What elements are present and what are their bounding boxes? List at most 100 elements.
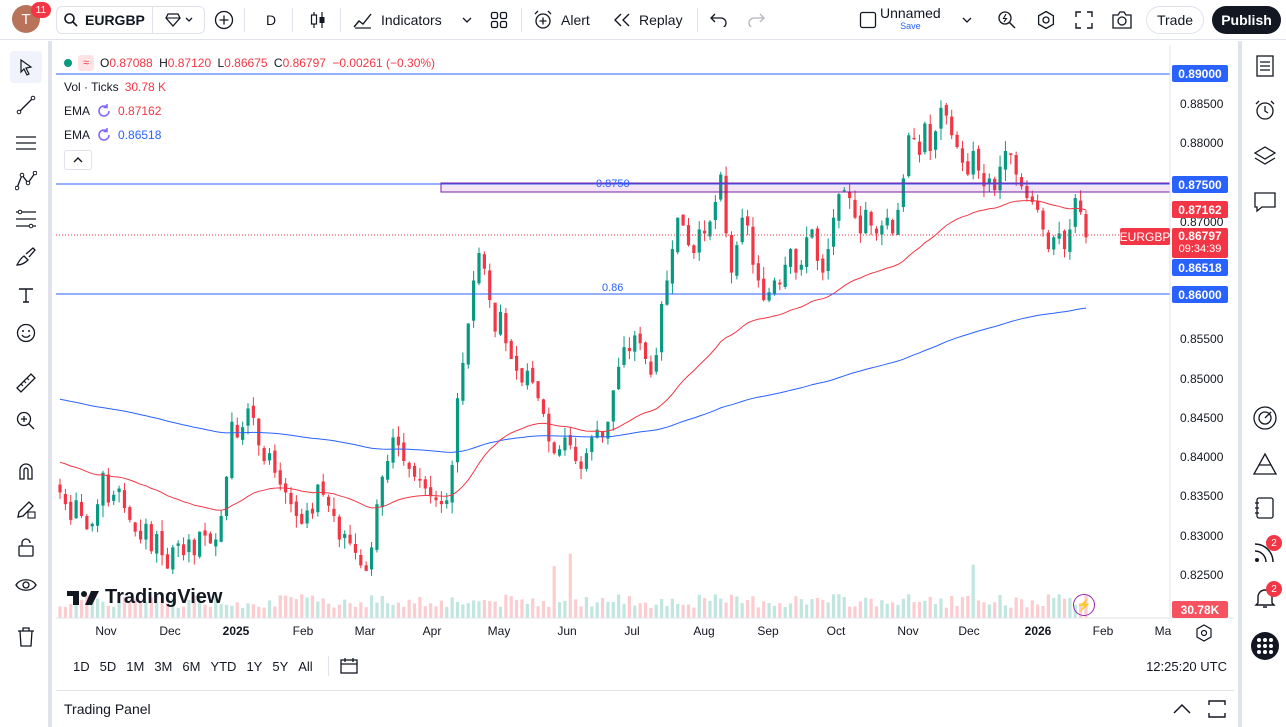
candle-body bbox=[912, 137, 916, 140]
chat-button[interactable] bbox=[1248, 185, 1282, 219]
layouts-button[interactable] bbox=[486, 6, 512, 34]
notification-badge: 11 bbox=[31, 2, 51, 18]
fib-icon bbox=[16, 209, 36, 229]
settings-button[interactable] bbox=[1034, 6, 1058, 34]
fullscreen-button[interactable] bbox=[1072, 6, 1096, 34]
candle-body bbox=[289, 492, 293, 505]
volume-bar bbox=[348, 603, 352, 618]
notifications-button[interactable]: 2 bbox=[1248, 581, 1282, 615]
axis-settings-icon[interactable] bbox=[1195, 624, 1213, 642]
timeframe-button[interactable]: 5D bbox=[99, 658, 117, 674]
magnet-tool[interactable] bbox=[10, 455, 42, 487]
chevron-up-icon[interactable] bbox=[1172, 703, 1192, 715]
lightning-icon[interactable]: ⚡ bbox=[1073, 594, 1095, 616]
timeframe-button[interactable]: YTD bbox=[210, 658, 237, 674]
legend-volume-row[interactable]: Vol · Ticks 30.78 K bbox=[64, 75, 435, 99]
news-stream-button[interactable]: 2 bbox=[1248, 535, 1282, 569]
timeframe-button[interactable]: 1D bbox=[73, 658, 90, 674]
trade-button[interactable]: Trade bbox=[1146, 6, 1204, 34]
timeframe-button[interactable]: 1M bbox=[126, 658, 145, 674]
candle-body bbox=[579, 461, 583, 469]
volume-bar bbox=[891, 602, 895, 618]
volume-bar bbox=[708, 600, 712, 618]
symbol-search[interactable]: EURGBP bbox=[56, 6, 153, 34]
horizontal-lines-tool[interactable] bbox=[10, 127, 42, 159]
candle-body bbox=[547, 413, 551, 442]
chart-type-button[interactable] bbox=[305, 6, 331, 34]
utc-clock[interactable]: 12:25:20 UTC bbox=[1146, 658, 1227, 674]
quick-search-button[interactable] bbox=[995, 6, 1019, 34]
layout-menu-button[interactable] bbox=[960, 6, 974, 34]
trend-line-tool[interactable] bbox=[10, 89, 42, 121]
timeframe-button[interactable]: 6M bbox=[182, 658, 201, 674]
publish-button[interactable]: Publish bbox=[1212, 6, 1281, 34]
trading-panel-title[interactable]: Trading Panel bbox=[64, 701, 151, 717]
volume-bar bbox=[848, 606, 852, 618]
price-chart[interactable]: 0.8750 0.86 bbox=[56, 45, 1234, 685]
volume-bar bbox=[611, 601, 615, 618]
hotlists-button[interactable] bbox=[1248, 401, 1282, 435]
volume-bar bbox=[788, 603, 793, 618]
volume-bar bbox=[622, 603, 626, 618]
apps-button[interactable] bbox=[1248, 629, 1282, 663]
indicators-button[interactable]: Indicators bbox=[353, 6, 472, 34]
alerts-panel-button[interactable] bbox=[1248, 93, 1282, 127]
zoom-tool[interactable] bbox=[10, 405, 42, 437]
legend-ema-fast-row[interactable]: EMA 0.87162 bbox=[64, 99, 435, 123]
measure-tool[interactable] bbox=[10, 367, 42, 399]
pattern-tool[interactable] bbox=[10, 165, 42, 197]
watchlist-button[interactable] bbox=[1248, 49, 1282, 83]
icons-tool[interactable] bbox=[10, 317, 42, 349]
remove-drawings-tool[interactable] bbox=[10, 621, 42, 653]
snapshot-button[interactable] bbox=[1109, 6, 1135, 34]
compare-symbol-button[interactable] bbox=[211, 6, 237, 34]
volume-bar bbox=[842, 596, 846, 618]
redo-button[interactable] bbox=[744, 6, 768, 34]
candle-body bbox=[498, 311, 503, 335]
brush-tool[interactable] bbox=[10, 241, 42, 273]
volume-bars bbox=[58, 553, 1088, 618]
timeframe-button[interactable]: 1Y bbox=[246, 658, 263, 674]
timeframe-button[interactable]: 3M bbox=[154, 658, 173, 674]
volume-bar bbox=[778, 603, 782, 618]
object-tree-button[interactable] bbox=[1248, 139, 1282, 173]
volume-bar bbox=[810, 599, 814, 618]
maximize-panel-icon[interactable] bbox=[1208, 700, 1226, 718]
volume-bar bbox=[864, 597, 868, 618]
candle-body bbox=[536, 381, 540, 399]
ema-slow-line[interactable] bbox=[59, 307, 1087, 453]
tradingview-logo-icon bbox=[67, 590, 99, 605]
candle-body bbox=[106, 474, 110, 503]
candle-body bbox=[439, 500, 443, 505]
timeframe-button[interactable]: 5Y bbox=[272, 658, 289, 674]
hide-drawings-tool[interactable] bbox=[10, 569, 42, 601]
chart-pane[interactable]: 0.8750 0.86 ≈ O0.87088 H0.87120 L0.86675… bbox=[56, 45, 1234, 685]
undo-button[interactable] bbox=[707, 6, 731, 34]
fib-tool[interactable] bbox=[10, 203, 42, 235]
volume-bar bbox=[332, 607, 336, 618]
symbol-badge-menu[interactable] bbox=[153, 6, 205, 34]
interval-button[interactable]: D bbox=[265, 12, 277, 28]
layout-name-button[interactable]: Unnamed Save bbox=[880, 6, 941, 34]
legend-ema-slow-row[interactable]: EMA 0.86518 bbox=[64, 123, 435, 147]
resistance-rectangle[interactable] bbox=[440, 182, 1171, 193]
calendar-range-icon[interactable] bbox=[339, 657, 359, 675]
collapse-legend-button[interactable] bbox=[64, 150, 92, 170]
replay-button[interactable]: Replay bbox=[613, 6, 683, 34]
ideas-button[interactable] bbox=[1248, 491, 1282, 525]
text-icon bbox=[19, 288, 33, 303]
timeframe-button[interactable]: All bbox=[298, 658, 313, 674]
cursor-tool[interactable] bbox=[10, 51, 42, 83]
volume-bar bbox=[1041, 606, 1045, 618]
calendar-button[interactable] bbox=[1248, 447, 1282, 481]
candle-body bbox=[982, 173, 986, 187]
text-tool[interactable] bbox=[10, 279, 42, 311]
ema-fast-line[interactable] bbox=[59, 200, 1087, 511]
chat-icon bbox=[1254, 192, 1276, 213]
candle-body bbox=[660, 304, 664, 353]
alert-button[interactable]: Alert bbox=[533, 6, 590, 34]
candle-body bbox=[611, 390, 615, 422]
stay-drawing-tool[interactable] bbox=[10, 493, 42, 525]
lock-drawings-tool[interactable] bbox=[10, 531, 42, 563]
layout-checkbox[interactable] bbox=[857, 6, 879, 34]
